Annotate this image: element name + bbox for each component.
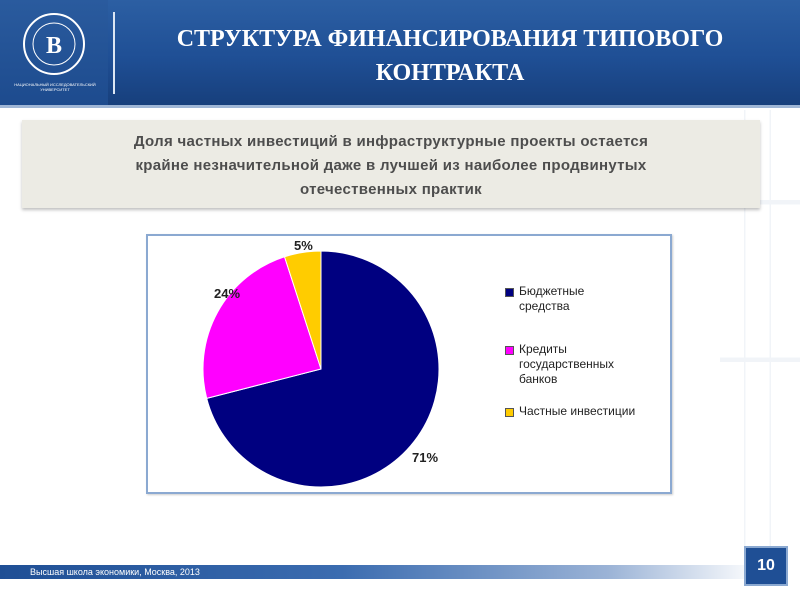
footer-text: Высшая школа экономики, Москва, 2013 (30, 567, 200, 577)
pie-data-label-1: 71% (412, 450, 438, 465)
subtitle-line-1: Доля частных инвестиций в инфраструктурн… (133, 133, 649, 150)
university-logo: В НАЦИОНАЛЬНЫЙ ИССЛЕДОВАТЕЛЬСКИЙ УНИВЕРС… (0, 0, 108, 105)
subtitle-line-2: крайне незначительной даже в лучшей из н… (135, 157, 647, 174)
logo-divider (113, 12, 115, 94)
legend-label: Кредиты государственных банков (519, 342, 615, 386)
title-line-2: КОНТРАКТА (375, 60, 525, 86)
pie-slice-3 (283, 250, 322, 370)
page-number: 10 (744, 546, 788, 586)
logo-emblem-icon: В (23, 13, 85, 75)
legend-swatch (505, 288, 514, 297)
pie-data-label-3: 5% (294, 238, 313, 253)
page-title: СТРУКТУРА ФИНАНСИРОВАНИЯ ТИПОВОГО КОНТРА… (120, 22, 780, 90)
legend-label: Бюджетные средства (519, 284, 585, 313)
legend-swatch (505, 346, 514, 355)
subtitle-line-3: отечественных практик (300, 181, 482, 198)
chart-frame: 71% 24% 5% Бюджетные средства Кредиты госуд… (146, 234, 672, 494)
pie-chart: 71% 24% 5% (202, 238, 440, 488)
footer-bar (0, 565, 760, 579)
subtitle-text: Доля частных инвестиций в инфраструктурн… (22, 130, 760, 202)
logo-caption: НАЦИОНАЛЬНЫЙ ИССЛЕДОВАТЕЛЬСКИЙ УНИВЕРСИТ… (14, 82, 96, 92)
legend-swatch (505, 408, 514, 417)
slide-header: В НАЦИОНАЛЬНЫЙ ИССЛЕДОВАТЕЛЬСКИЙ УНИВЕРС… (0, 0, 800, 108)
title-line-1: СТРУКТУРА ФИНАНСИРОВАНИЯ ТИПОВОГО (176, 26, 724, 52)
subtitle-box: Доля частных инвестиций в инфраструктурн… (22, 120, 760, 208)
pie-data-label-2: 24% (214, 286, 240, 301)
legend-label: Частные инвестиции (519, 404, 636, 418)
pie-slice-2 (202, 256, 322, 399)
svg-text:В: В (46, 33, 62, 59)
pie-slice-1 (206, 250, 440, 488)
